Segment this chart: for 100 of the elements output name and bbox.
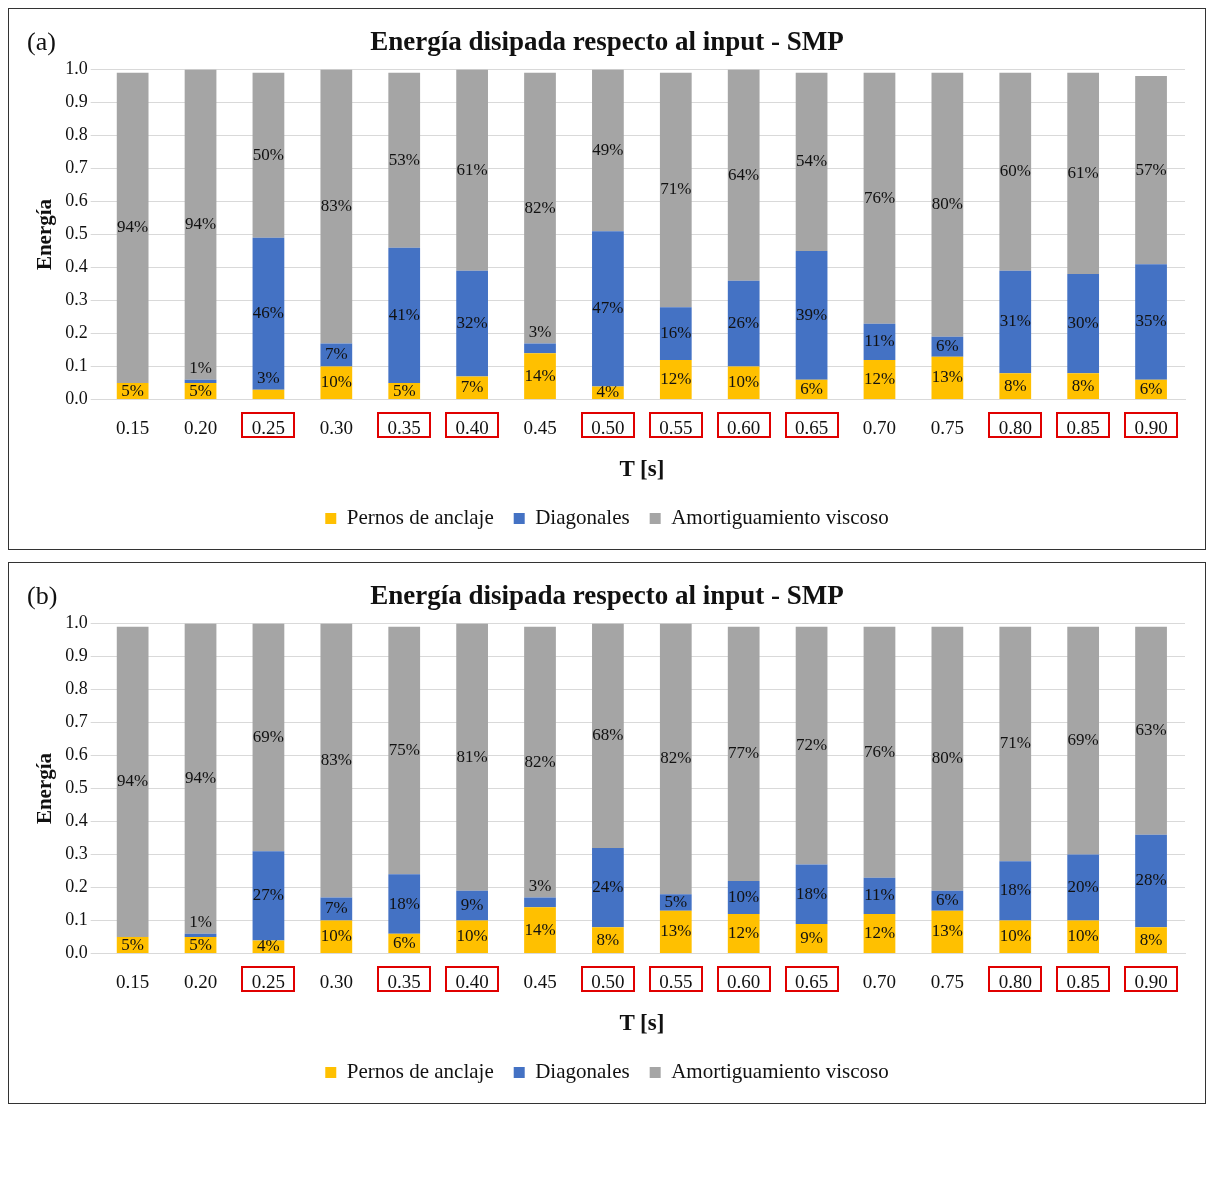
- y-axis-title: Energía: [32, 198, 57, 271]
- x-tick-label: 0.70: [862, 416, 897, 438]
- bar: [999, 861, 1032, 921]
- data-label: 94%: [184, 768, 217, 788]
- data-label: 8%: [1071, 375, 1095, 395]
- data-label: 76%: [863, 741, 896, 761]
- y-tick-label: 1.0: [65, 612, 88, 633]
- bar: [1067, 854, 1100, 921]
- y-tick-label: 0.5: [65, 223, 88, 244]
- x-tick-label: 0.65: [794, 970, 829, 992]
- bar: [795, 72, 828, 252]
- bar: [524, 343, 556, 354]
- x-tick-label: 0.35: [387, 416, 421, 438]
- x-tick-label: 0.50: [591, 970, 625, 992]
- y-tick-label: 0.3: [65, 843, 88, 864]
- y-tick-label: 0.8: [65, 124, 88, 145]
- data-label: 94%: [184, 214, 217, 234]
- bar: [931, 72, 964, 337]
- x-tick-label: 0.50: [591, 416, 625, 438]
- data-label: 12%: [863, 923, 896, 943]
- chart-title: Energía disipada respecto al input - SMP: [370, 580, 844, 611]
- data-label: 14%: [524, 365, 556, 385]
- bar: [524, 72, 556, 344]
- data-label: 9%: [800, 927, 823, 947]
- data-label: 10%: [456, 926, 488, 946]
- bar: [252, 389, 285, 400]
- data-label: 10%: [1067, 926, 1099, 946]
- bar: [320, 69, 353, 344]
- bar: [727, 280, 760, 367]
- bar: [999, 626, 1032, 862]
- data-label: 5%: [664, 891, 688, 911]
- bar: [999, 72, 1032, 271]
- data-label: 18%: [796, 883, 828, 903]
- data-label: 3%: [528, 321, 552, 341]
- data-label: 75%: [388, 740, 420, 759]
- y-tick-label: 0.9: [65, 91, 88, 112]
- x-tick-label: 0.45: [523, 970, 557, 992]
- bar: [252, 623, 285, 852]
- x-tick-label: 0.15: [116, 970, 150, 992]
- x-tick-label: 0.75: [930, 416, 964, 438]
- y-tick-label: 0.0: [65, 942, 88, 963]
- data-label: 28%: [1135, 870, 1167, 890]
- x-tick-label: 0.60: [727, 416, 761, 438]
- data-label: 13%: [931, 921, 963, 941]
- data-label: 82%: [524, 197, 556, 217]
- data-label: 41%: [388, 304, 420, 324]
- x-axis-title: T [s]: [619, 1010, 665, 1036]
- bar: [252, 72, 285, 238]
- data-label: 80%: [931, 194, 963, 214]
- x-tick-label: 0.60: [727, 970, 761, 992]
- data-label: 82%: [524, 751, 556, 771]
- data-label: 6%: [800, 378, 823, 398]
- bar: [524, 353, 556, 400]
- chart-title: Energía disipada respecto al input - SMP: [370, 26, 844, 57]
- bar: [388, 72, 421, 248]
- x-tick-label: 0.90: [1134, 416, 1168, 438]
- data-label: 3%: [257, 368, 280, 388]
- x-axis-title: T [s]: [619, 456, 665, 482]
- x-tick-label: 0.90: [1134, 970, 1168, 992]
- data-label: 16%: [660, 323, 692, 343]
- bar: [592, 623, 624, 848]
- bar: [320, 623, 353, 898]
- data-label: 63%: [1135, 720, 1167, 740]
- bar: [388, 247, 421, 384]
- data-label: 20%: [1067, 877, 1099, 897]
- y-tick-label: 0.4: [65, 810, 88, 831]
- bar: [456, 270, 488, 377]
- x-tick-label: 0.25: [251, 416, 286, 438]
- data-label: 47%: [592, 298, 624, 318]
- data-label: 7%: [324, 898, 348, 918]
- bar: [931, 626, 964, 891]
- bar: [116, 72, 149, 384]
- data-label: 53%: [388, 149, 420, 169]
- data-label: 68%: [592, 725, 624, 745]
- data-label: 8%: [1003, 375, 1027, 395]
- data-label: 30%: [1067, 313, 1099, 333]
- bar: [184, 69, 217, 380]
- data-label: 83%: [320, 195, 352, 215]
- data-label: 4%: [257, 936, 280, 956]
- data-label: 13%: [931, 367, 963, 387]
- data-label: 64%: [728, 164, 760, 184]
- data-label: 4%: [596, 382, 620, 402]
- text: (b): [27, 581, 58, 611]
- data-label: 12%: [660, 369, 692, 389]
- data-label: 5%: [189, 934, 212, 954]
- x-tick-label: 0.20: [183, 970, 218, 992]
- y-tick-label: 0.8: [65, 678, 88, 699]
- data-label: 81%: [456, 746, 488, 766]
- data-label: 82%: [660, 748, 692, 768]
- y-tick-label: 0.1: [65, 909, 88, 930]
- data-label: 10%: [320, 926, 352, 946]
- bar: [795, 251, 828, 380]
- y-tick-label: 0.4: [65, 256, 88, 277]
- data-label: 57%: [1135, 159, 1167, 179]
- bar: [116, 626, 149, 938]
- x-tick-label: 0.80: [998, 416, 1032, 438]
- bar: [524, 907, 556, 954]
- bar: [659, 72, 692, 308]
- x-tick-label: 0.30: [319, 416, 353, 438]
- bar: [999, 270, 1032, 374]
